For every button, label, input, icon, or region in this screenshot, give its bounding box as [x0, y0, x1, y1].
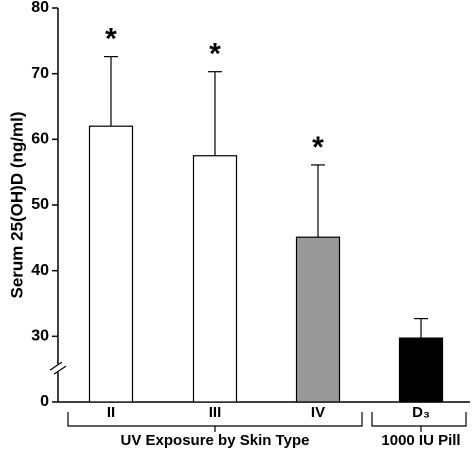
bar [88, 125, 134, 403]
bar [398, 337, 444, 403]
significance-mark: * [105, 23, 117, 56]
axis-break [49, 361, 63, 371]
significance-mark: * [209, 38, 221, 71]
y-tick-label: 30 [31, 328, 49, 345]
significance-mark: * [312, 131, 324, 164]
y-tick-label: 40 [31, 262, 49, 279]
x-tick-label: II [107, 404, 115, 421]
group-label: 1000 IU Pill [381, 432, 460, 449]
axis-break [53, 365, 67, 375]
bar [295, 236, 341, 403]
axis-break [50, 364, 66, 373]
x-tick-label: IV [311, 404, 325, 421]
x-tick-label: D₃ [412, 404, 430, 421]
group-bracket [371, 412, 467, 432]
y-axis-label: Serum 25(OH)D (ng/ml) [7, 111, 26, 298]
y-tick-label: 0 [40, 393, 49, 410]
y-tick-label: 50 [31, 196, 49, 213]
x-tick-label: III [209, 404, 222, 421]
y-tick-label: 70 [31, 65, 49, 82]
group-bracket [67, 412, 363, 432]
group-label: UV Exposure by Skin Type [121, 432, 310, 449]
bar [192, 155, 238, 403]
y-tick-label: 60 [31, 131, 49, 148]
y-tick-label: 80 [31, 0, 49, 16]
